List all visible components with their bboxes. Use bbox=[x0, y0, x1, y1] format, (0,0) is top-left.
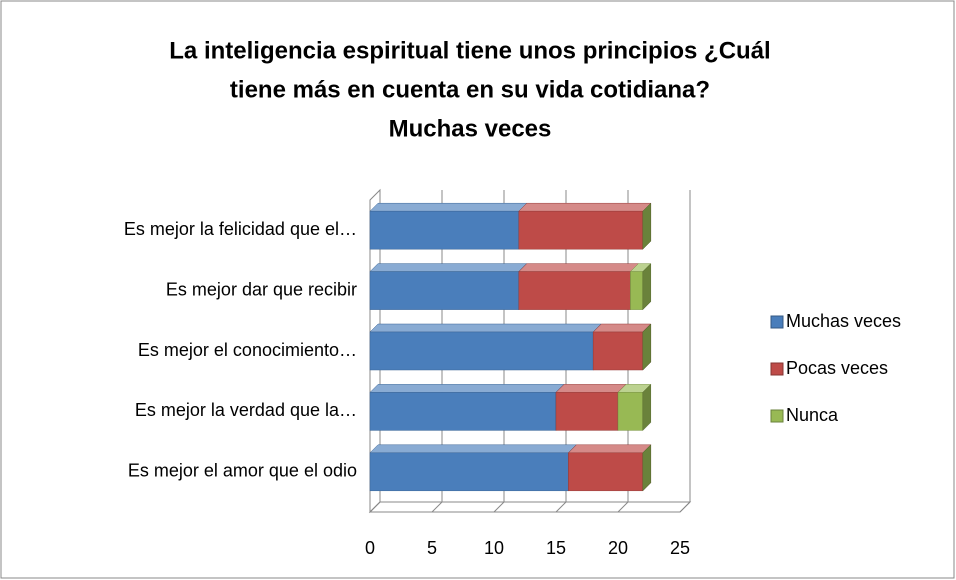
y-tick-label: Es mejor la felicidad que el… bbox=[124, 219, 357, 239]
legend-label: Pocas veces bbox=[786, 358, 888, 378]
bar bbox=[592, 331, 644, 371]
bar-top bbox=[567, 444, 652, 454]
chart-title: Muchas veces bbox=[389, 115, 552, 142]
x-tick-label: 10 bbox=[484, 538, 504, 558]
bar-top bbox=[555, 384, 627, 393]
chart-title: La inteligencia espiritual tiene unos pr… bbox=[169, 37, 770, 64]
legend-swatch bbox=[770, 409, 784, 423]
bar bbox=[518, 210, 644, 250]
grid-line bbox=[555, 501, 567, 513]
bar-top bbox=[369, 202, 528, 212]
bar-top bbox=[369, 444, 578, 454]
grid-line bbox=[617, 501, 629, 513]
x-tick-label: 25 bbox=[670, 538, 690, 558]
bar bbox=[630, 271, 644, 310]
bar-top bbox=[369, 323, 602, 333]
y-tick-label: Es mejor el conocimiento… bbox=[138, 340, 357, 360]
bar bbox=[518, 271, 631, 310]
chart-title: tiene más en cuenta en su vida cotidiana… bbox=[230, 76, 710, 103]
legend-swatch bbox=[770, 315, 784, 329]
bar-side bbox=[642, 323, 652, 371]
bar bbox=[568, 452, 644, 492]
bar-side bbox=[642, 202, 652, 250]
bar-side bbox=[642, 444, 652, 492]
bar-top bbox=[518, 202, 652, 212]
bar bbox=[555, 392, 619, 431]
grid-line bbox=[493, 501, 505, 513]
bar bbox=[369, 331, 594, 371]
bar-top bbox=[369, 263, 528, 272]
bar bbox=[369, 271, 520, 310]
legend-swatch bbox=[770, 362, 784, 376]
bar bbox=[617, 392, 644, 431]
x-tick-label: 5 bbox=[427, 538, 437, 558]
bar-top bbox=[592, 323, 652, 333]
grid-line bbox=[369, 501, 381, 513]
bar-top bbox=[518, 263, 640, 272]
bar bbox=[369, 210, 520, 250]
bar-top bbox=[369, 384, 565, 393]
bar bbox=[369, 452, 569, 492]
y-tick-label: Es mejor la verdad que la… bbox=[135, 400, 357, 420]
y-tick-label: Es mejor dar que recibir bbox=[166, 279, 357, 299]
bar-side bbox=[642, 383, 652, 432]
legend-label: Muchas veces bbox=[786, 311, 901, 331]
x-tick-label: 0 bbox=[365, 538, 375, 558]
grid-line bbox=[679, 501, 691, 513]
x-tick-label: 20 bbox=[608, 538, 628, 558]
bar-side bbox=[642, 262, 652, 311]
legend-label: Nunca bbox=[786, 405, 839, 425]
x-tick-label: 15 bbox=[546, 538, 566, 558]
grid-line bbox=[431, 501, 443, 513]
y-tick-label: Es mejor el amor que el odio bbox=[128, 461, 357, 481]
bar bbox=[369, 392, 557, 431]
